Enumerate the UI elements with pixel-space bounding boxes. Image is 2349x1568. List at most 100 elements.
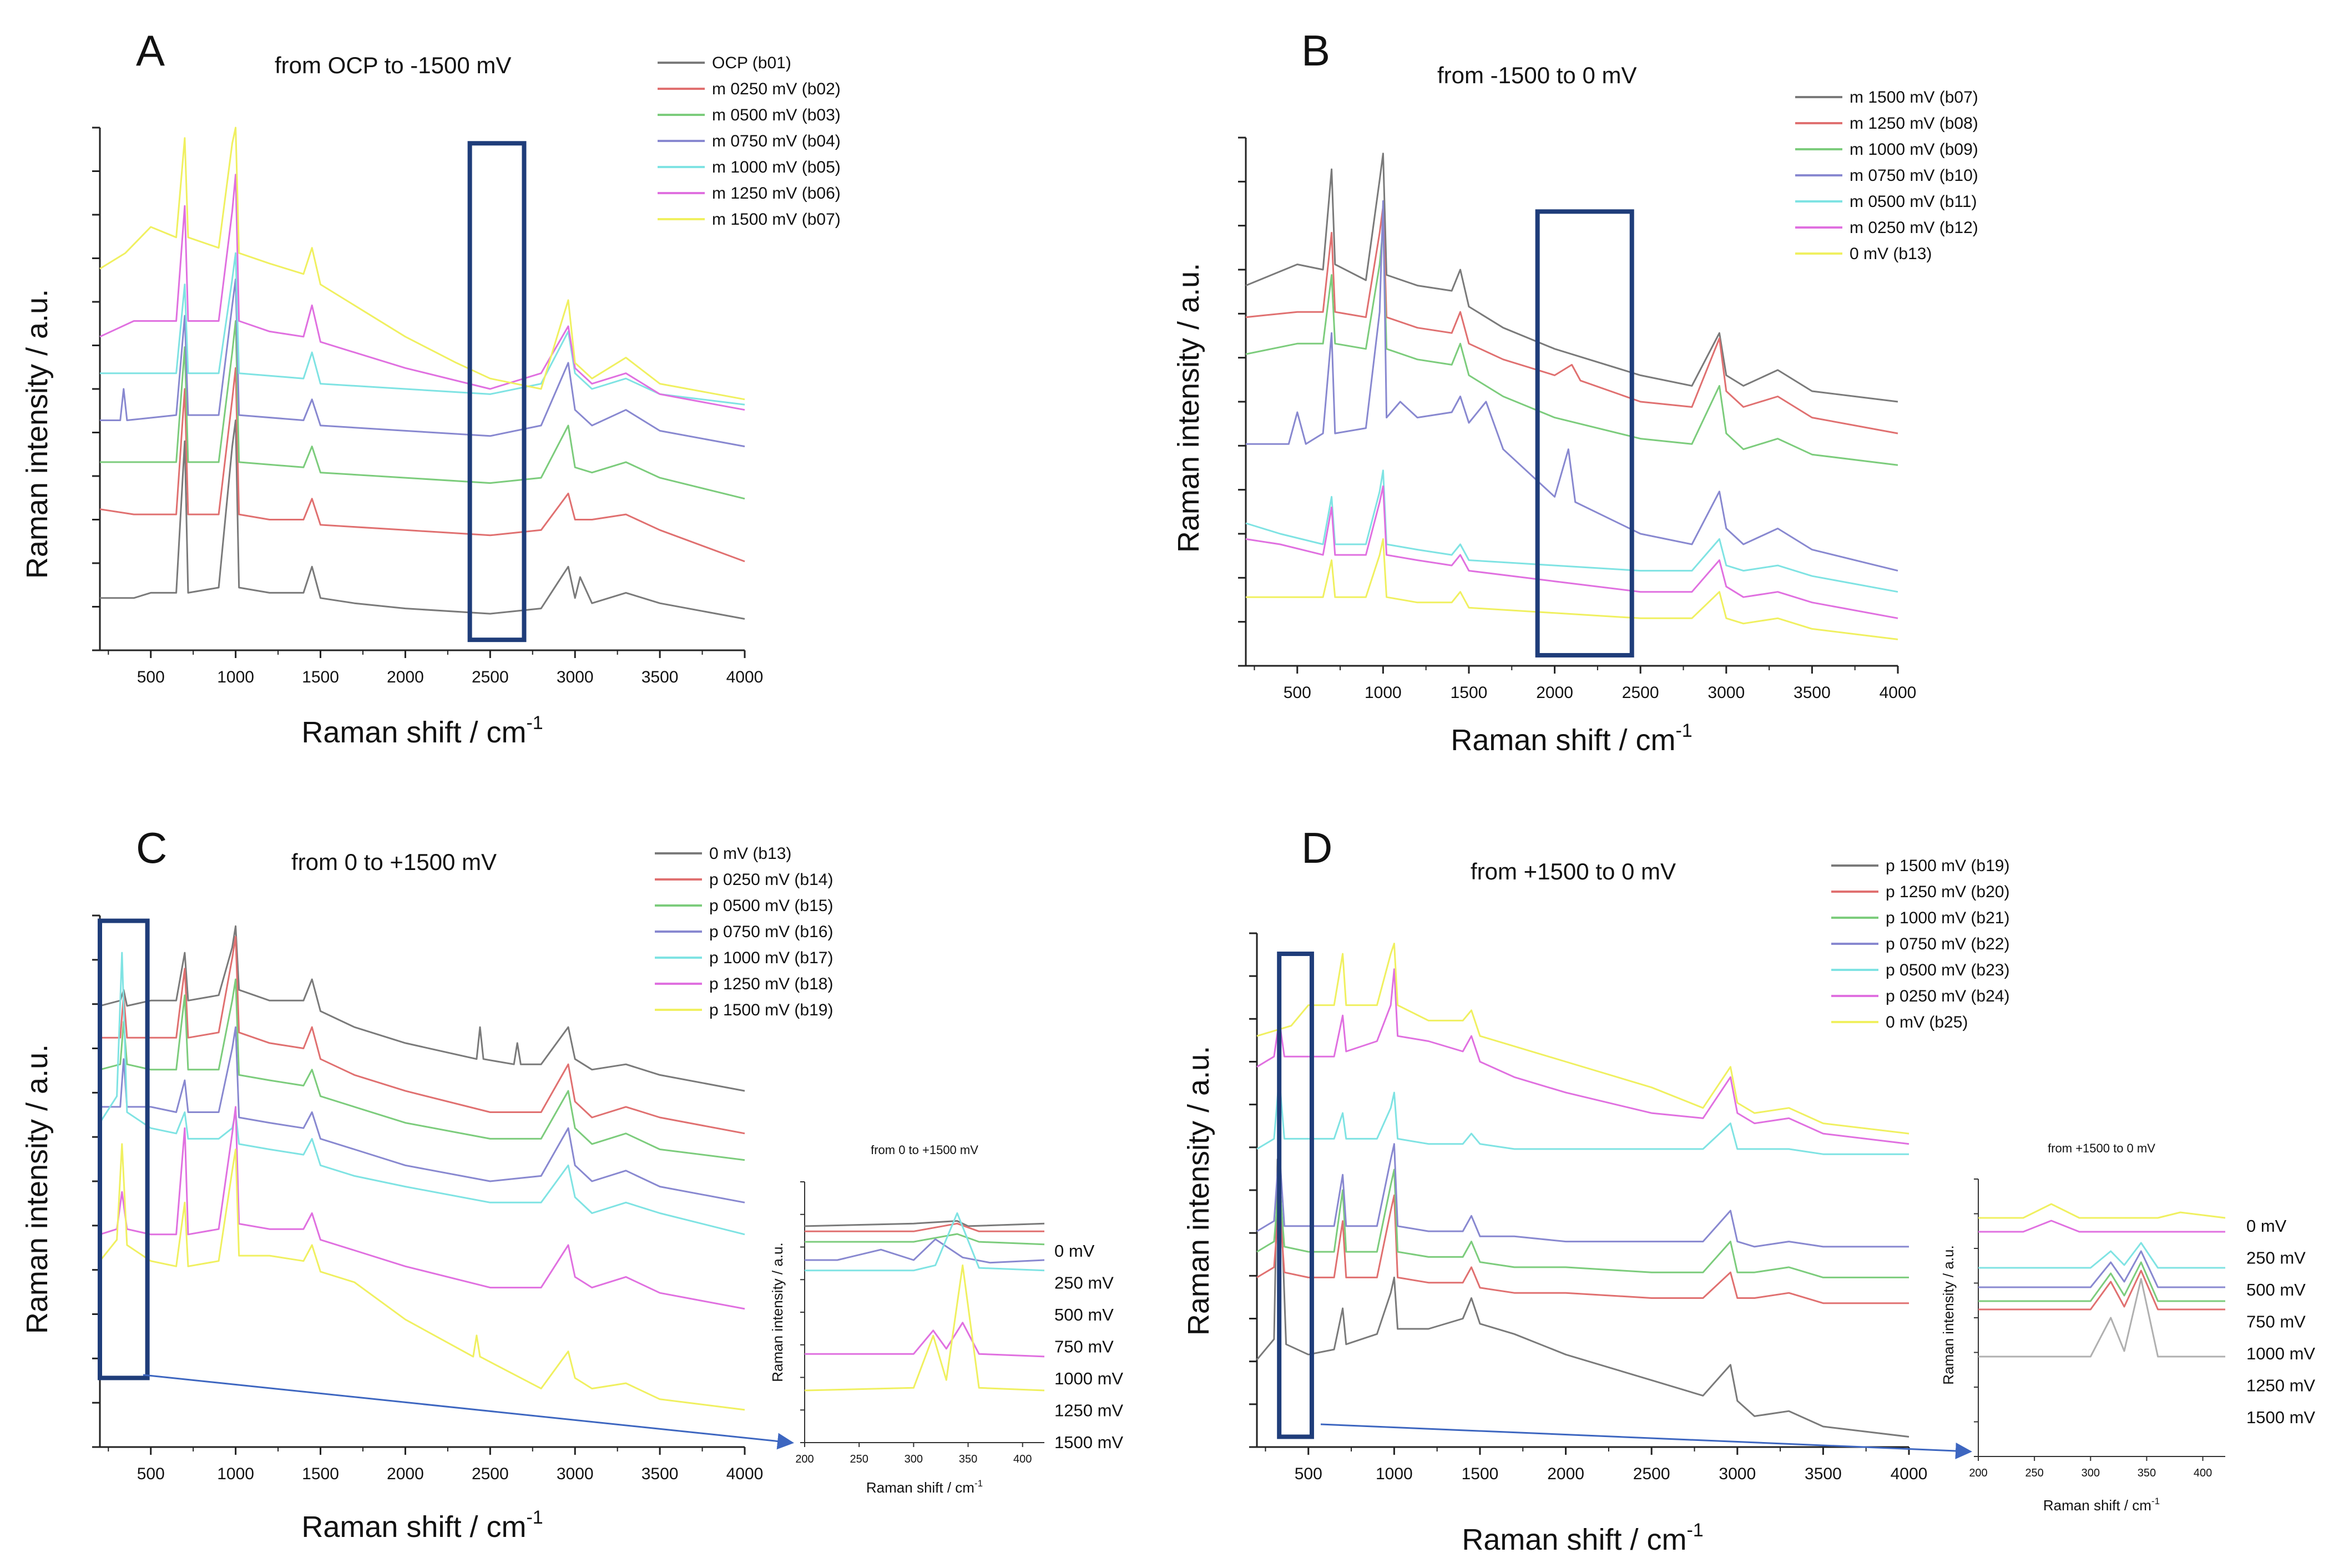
legend-entry: 0 mV (b13) bbox=[1850, 245, 1932, 263]
inset-level-label: 750 mV bbox=[1054, 1337, 1114, 1357]
inset-x-tick-label: 300 bbox=[905, 1453, 923, 1465]
x-tick-label: 2000 bbox=[387, 668, 424, 686]
x-tick-label: 3000 bbox=[1708, 684, 1745, 702]
inset-series-5 bbox=[1978, 1261, 2225, 1302]
inset-x-axis-label: Raman shift / cm-1 bbox=[2043, 1496, 2160, 1514]
inset-x-tick-label: 250 bbox=[2025, 1467, 2043, 1479]
x-axis-label: Raman shift / cm-1 bbox=[301, 1507, 543, 1544]
inset-C: 200 250 300 350 400 from 0 to +1500 mV 0 mV 250… bbox=[769, 1143, 1123, 1496]
inset-series-6 bbox=[805, 1322, 1045, 1358]
legend-entry: m 1250 mV (b08) bbox=[1850, 114, 1978, 133]
highlight-box bbox=[1277, 952, 1314, 1439]
series-line-2 bbox=[99, 367, 745, 563]
highlight-box bbox=[1535, 209, 1634, 657]
x-tick-label: 1500 bbox=[302, 1465, 339, 1483]
x-tick-label: 1000 bbox=[217, 668, 254, 686]
x-axis-label-superscript: -1 bbox=[1686, 1520, 1703, 1541]
series-line-1 bbox=[99, 925, 745, 1092]
panel-title: from +1500 to 0 mV bbox=[1471, 858, 1676, 884]
legend-entry: m 0500 mV (b11) bbox=[1850, 193, 1977, 211]
inset-level-label: 750 mV bbox=[2246, 1312, 2306, 1332]
panel-d: 500 1000 1500 2000 2500 3000 3500 4000 D from +15… bbox=[1182, 823, 2009, 1556]
inset-title: from 0 to +1500 mV bbox=[871, 1143, 978, 1157]
panel-title: from 0 to +1500 mV bbox=[291, 849, 497, 875]
panel-letter: A bbox=[136, 26, 165, 75]
inset-x-axis-label: Raman shift / cm-1 bbox=[866, 1478, 983, 1496]
inset-title: from +1500 to 0 mV bbox=[2048, 1141, 2155, 1155]
x-axis-label-superscript: -1 bbox=[526, 712, 543, 734]
y-axis-label: Raman intensity / a.u. bbox=[1182, 1046, 1215, 1336]
plots-layer: 500 1000 1500 2000 2500 3000 3500 4000 A from OCP… bbox=[21, 26, 2315, 1556]
series-line-4 bbox=[100, 1026, 745, 1203]
x-axis-label: Raman shift / cm-1 bbox=[301, 712, 543, 749]
x-tick-label: 2500 bbox=[472, 1465, 509, 1483]
series-line-5 bbox=[99, 952, 745, 1236]
x-tick-label: 3500 bbox=[641, 1465, 679, 1483]
x-tick-label: 2000 bbox=[1536, 684, 1573, 702]
legend-entry: p 1250 mV (b20) bbox=[1886, 883, 2009, 901]
y-axis-label: Raman intensity / a.u. bbox=[21, 289, 54, 579]
inset-level-label: 1000 mV bbox=[1054, 1369, 1123, 1388]
x-tick-label: 3500 bbox=[1794, 684, 1831, 702]
inset-x-tick-label: 350 bbox=[2138, 1467, 2156, 1479]
legend-entry: p 0750 mV (b16) bbox=[709, 923, 833, 941]
x-tick-label: 4000 bbox=[726, 668, 764, 686]
highlight-box bbox=[98, 918, 150, 1380]
series-line-1 bbox=[1256, 1158, 1909, 1438]
legend-entry: p 1000 mV (b17) bbox=[709, 949, 833, 967]
panel-c: 500 1000 1500 2000 2500 3000 3500 4000 C from 0 t… bbox=[21, 823, 833, 1544]
series-line-4 bbox=[100, 278, 745, 448]
x-tick-label: 3500 bbox=[1805, 1465, 1842, 1483]
y-axis-label: Raman intensity / a.u. bbox=[21, 1044, 54, 1334]
inset-D: 200 250 300 350 400 from +1500 to 0 mV 0 mV 250… bbox=[1940, 1141, 2315, 1514]
series-line-3 bbox=[1245, 226, 1898, 466]
inset-series-2 bbox=[805, 1222, 1044, 1232]
legend-entry: p 0750 mV (b22) bbox=[1886, 935, 2009, 953]
panel-letter: C bbox=[136, 823, 167, 872]
x-tick-label: 4000 bbox=[1880, 684, 1917, 702]
x-axis-label: Raman shift / cm-1 bbox=[1462, 1520, 1703, 1556]
y-axis-label: Raman intensity / a.u. bbox=[1172, 263, 1205, 553]
x-tick-label: 500 bbox=[137, 1465, 165, 1483]
inset-level-label: 500 mV bbox=[1054, 1305, 1114, 1324]
legend-entry: m 1000 mV (b09) bbox=[1850, 140, 1978, 159]
x-tick-label: 1000 bbox=[217, 1465, 254, 1483]
legend-entry: m 1250 mV (b06) bbox=[712, 184, 841, 203]
legend-entry: m 1500 mV (b07) bbox=[1850, 88, 1978, 107]
inset-series-1 bbox=[1978, 1203, 2226, 1219]
inset-series-7 bbox=[804, 1264, 1045, 1392]
legend-entry: m 1000 mV (b05) bbox=[712, 158, 841, 176]
legend-entry: p 0500 mV (b23) bbox=[1886, 961, 2009, 979]
x-tick-label: 1500 bbox=[1462, 1465, 1499, 1483]
inset-level-label: 1000 mV bbox=[2246, 1344, 2315, 1363]
legend-entry: 0 mV (b25) bbox=[1886, 1013, 1968, 1031]
series-line-6 bbox=[99, 1106, 745, 1310]
x-axis-label-superscript: -1 bbox=[526, 1507, 543, 1528]
series-line-5 bbox=[1256, 1076, 1909, 1155]
inset-x-axis-label-superscript: -1 bbox=[974, 1478, 983, 1489]
legend-entry: m 1500 mV (b07) bbox=[712, 210, 841, 229]
zoom-arrow-d bbox=[1320, 1423, 1972, 1459]
series-line-5 bbox=[100, 252, 745, 406]
panel-title: from OCP to -1500 mV bbox=[275, 52, 511, 78]
inset-y-axis-label: Raman intensity / a.u. bbox=[1940, 1245, 1957, 1384]
x-tick-label: 4000 bbox=[1891, 1465, 1928, 1483]
x-tick-label: 500 bbox=[1284, 684, 1311, 702]
legend-entry: p 0250 mV (b24) bbox=[1886, 987, 2009, 1005]
inset-x-tick-label: 200 bbox=[1969, 1467, 1987, 1479]
inset-series-3 bbox=[1978, 1242, 2225, 1269]
series-line-3 bbox=[99, 978, 745, 1161]
x-axis-label: Raman shift / cm-1 bbox=[1451, 720, 1692, 757]
series-line-1 bbox=[1245, 153, 1898, 403]
series-line-7 bbox=[1246, 538, 1898, 640]
inset-x-tick-label: 300 bbox=[2082, 1467, 2100, 1479]
legend-entry: p 0500 mV (b15) bbox=[709, 897, 833, 915]
inset-level-label: 1250 mV bbox=[2246, 1376, 2315, 1395]
x-tick-label: 1500 bbox=[302, 668, 339, 686]
x-tick-label: 2000 bbox=[387, 1465, 424, 1483]
inset-series-7 bbox=[1978, 1278, 2225, 1358]
inset-x-tick-label: 200 bbox=[795, 1453, 814, 1465]
inset-level-label: 500 mV bbox=[2246, 1280, 2306, 1299]
series-line-3 bbox=[100, 320, 745, 500]
